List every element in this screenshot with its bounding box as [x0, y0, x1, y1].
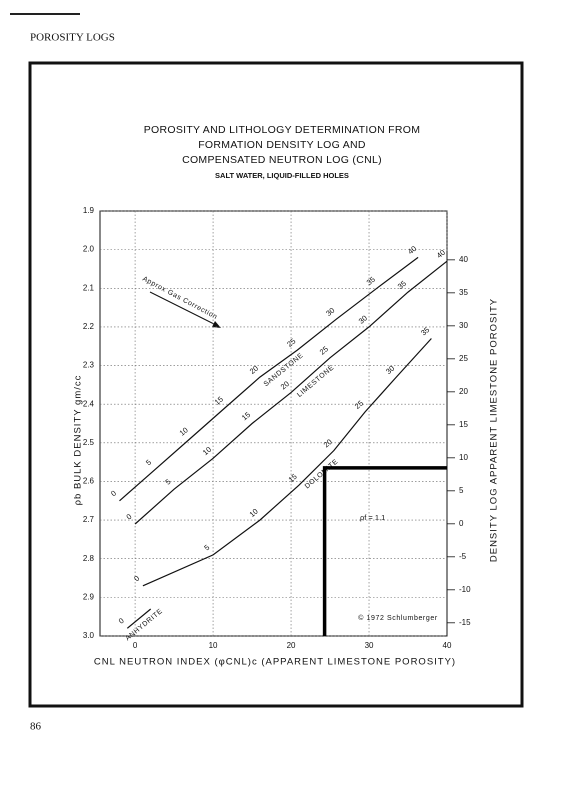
porosity-label: 30 — [357, 313, 369, 325]
x-axis-label: CNL NEUTRON INDEX (φCNL)c (APPARENT LIME… — [94, 657, 456, 668]
x-tick-label: 20 — [287, 641, 296, 650]
porosity-label: 0 — [117, 616, 126, 626]
porosity-label: 10 — [248, 507, 260, 519]
y2-tick-label: 10 — [459, 453, 468, 462]
y-tick-label: 1.9 — [83, 206, 95, 215]
porosity-label: 10 — [178, 425, 190, 437]
y-axis-label: ρb BULK DENSITY gm/cc — [73, 375, 84, 506]
porosity-label: 35 — [396, 279, 408, 291]
y-tick-label: 2.0 — [83, 245, 95, 254]
porosity-label: 35 — [365, 275, 377, 287]
porosity-label: 15 — [213, 395, 225, 407]
lithology-line — [134, 260, 448, 525]
x-tick-label: 30 — [365, 641, 374, 650]
y-tick-label: 2.1 — [83, 283, 95, 292]
y2-tick-label: 0 — [459, 519, 464, 528]
y-tick-label: 2.6 — [83, 477, 95, 486]
chart-title: COMPENSATED NEUTRON LOG (CNL) — [182, 154, 382, 166]
y2-tick-label: 35 — [459, 288, 468, 297]
lithology-label: LIMESTONE — [296, 364, 335, 399]
porosity-label: 40 — [406, 244, 418, 256]
porosity-label: 20 — [279, 379, 291, 391]
y2-tick-label: -5 — [459, 552, 467, 561]
chart-title: FORMATION DENSITY LOG AND — [198, 139, 366, 151]
y2-axis-label: DENSITY LOG APPARENT LIMESTONE POROSITY — [489, 298, 500, 562]
lithology-line — [119, 256, 419, 502]
x-tick-label: 10 — [209, 641, 218, 650]
y-tick-label: 2.7 — [83, 515, 95, 524]
gas-arrow-head — [212, 321, 221, 328]
page-number: 86 — [30, 721, 42, 733]
y-tick-label: 2.4 — [83, 399, 95, 408]
y-tick-label: 3.0 — [83, 631, 95, 640]
porosity-label: 10 — [201, 445, 213, 457]
annotation: © 1972 Schlumberger — [358, 614, 438, 622]
y2-tick-label: 20 — [459, 387, 468, 396]
y-tick-label: 2.2 — [83, 322, 95, 331]
gas-arrow — [149, 291, 219, 327]
x-tick-label: 40 — [443, 641, 452, 650]
lithology-line — [142, 338, 432, 587]
y-tick-label: 2.5 — [83, 438, 95, 447]
porosity-label: 0 — [132, 574, 141, 584]
y2-tick-label: -15 — [459, 618, 471, 627]
porosity-label: 25 — [318, 344, 330, 356]
y-tick-label: 2.3 — [83, 361, 95, 370]
y2-tick-label: 25 — [459, 354, 468, 363]
porosity-label: 30 — [324, 306, 336, 318]
annotation: ρf = 1.1 — [360, 513, 385, 522]
example-path — [322, 466, 447, 636]
y2-tick-label: 40 — [459, 255, 468, 264]
porosity-label: 20 — [322, 437, 334, 449]
porosity-label: 5 — [163, 477, 172, 487]
chart-subtitle: SALT WATER, LIQUID-FILLED HOLES — [215, 171, 349, 180]
porosity-label: 15 — [240, 410, 252, 422]
lithology-line — [126, 608, 152, 629]
porosity-label: 0 — [124, 512, 133, 522]
y2-tick-label: -10 — [459, 585, 471, 594]
chart-title: POROSITY AND LITHOLOGY DETERMINATION FRO… — [144, 124, 421, 136]
y2-tick-label: 30 — [459, 321, 468, 330]
y-tick-label: 2.9 — [83, 592, 95, 601]
y-tick-label: 2.8 — [83, 554, 95, 563]
porosity-label: 0 — [109, 489, 118, 499]
x-tick-label: 0 — [133, 641, 138, 650]
y2-tick-label: 15 — [459, 420, 468, 429]
porosity-label: 25 — [285, 337, 297, 349]
page-header: POROSITY LOGS — [30, 32, 115, 44]
porosity-label: 15 — [287, 472, 299, 484]
annotation: Approx Gas Correction — [141, 276, 218, 322]
porosity-label: 5 — [202, 543, 211, 553]
porosity-label: 5 — [144, 458, 153, 468]
y2-tick-label: 5 — [459, 486, 464, 495]
porosity-label: 25 — [353, 399, 365, 411]
frame — [28, 61, 524, 708]
